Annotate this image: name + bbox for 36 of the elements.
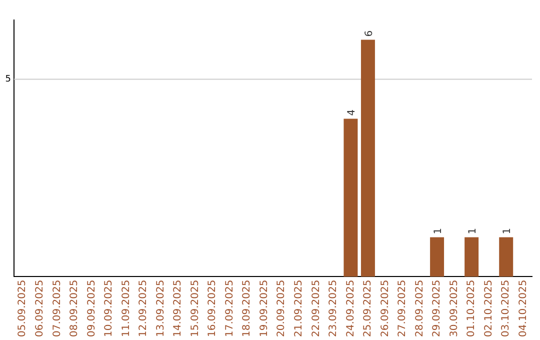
x-tick-label: 06.09.2025 bbox=[34, 280, 46, 338]
x-tick-label: 20.09.2025 bbox=[276, 280, 288, 338]
x-tick-label: 29.09.2025 bbox=[432, 280, 443, 338]
x-tick-label: 23.09.2025 bbox=[328, 280, 340, 338]
x-tick-label: 02.10.2025 bbox=[483, 280, 494, 338]
x-tick-label: 16.09.2025 bbox=[207, 280, 218, 338]
x-tick-label: 26.09.2025 bbox=[380, 280, 391, 338]
x-tick-label: 12.09.2025 bbox=[138, 280, 150, 338]
x-tick-label: 14.09.2025 bbox=[172, 280, 184, 338]
ref-line-label: 5 bbox=[5, 74, 11, 85]
x-tick-label: 30.09.2025 bbox=[448, 280, 460, 338]
x-tick-label: 08.09.2025 bbox=[69, 280, 80, 338]
data-label: 4 bbox=[346, 109, 358, 116]
x-tick-label: 09.09.2025 bbox=[86, 280, 98, 338]
data-label: 1 bbox=[433, 228, 444, 234]
x-tick-label: 03.10.2025 bbox=[500, 280, 512, 338]
x-tick-label: 19.09.2025 bbox=[258, 280, 270, 338]
x-tick-label: 27.09.2025 bbox=[397, 280, 408, 338]
x-tick-label: 07.09.2025 bbox=[52, 280, 63, 338]
x-tick-label: 15.09.2025 bbox=[190, 280, 201, 338]
x-tick-label: 11.09.2025 bbox=[120, 280, 132, 338]
x-tick-label: 18.09.2025 bbox=[242, 280, 253, 338]
x-tick-label: 24.09.2025 bbox=[345, 280, 356, 338]
x-tick-label: 22.09.2025 bbox=[310, 280, 322, 338]
x-tick-label: 13.09.2025 bbox=[155, 280, 166, 338]
x-tick-label: 10.09.2025 bbox=[104, 280, 115, 338]
x-tick-label: 04.10.2025 bbox=[518, 280, 529, 338]
x-tick-label: 21.09.2025 bbox=[293, 280, 304, 338]
x-tick-label: 17.09.2025 bbox=[224, 280, 236, 338]
x-tick-label: 01.10.2025 bbox=[466, 280, 478, 338]
data-label: 1 bbox=[502, 228, 514, 234]
data-label: 6 bbox=[364, 30, 375, 37]
x-tick-label: 28.09.2025 bbox=[414, 280, 426, 338]
data-label: 1 bbox=[468, 228, 479, 234]
x-tick-label: 25.09.2025 bbox=[362, 280, 374, 338]
x-tick-label: 05.09.2025 bbox=[17, 280, 28, 338]
